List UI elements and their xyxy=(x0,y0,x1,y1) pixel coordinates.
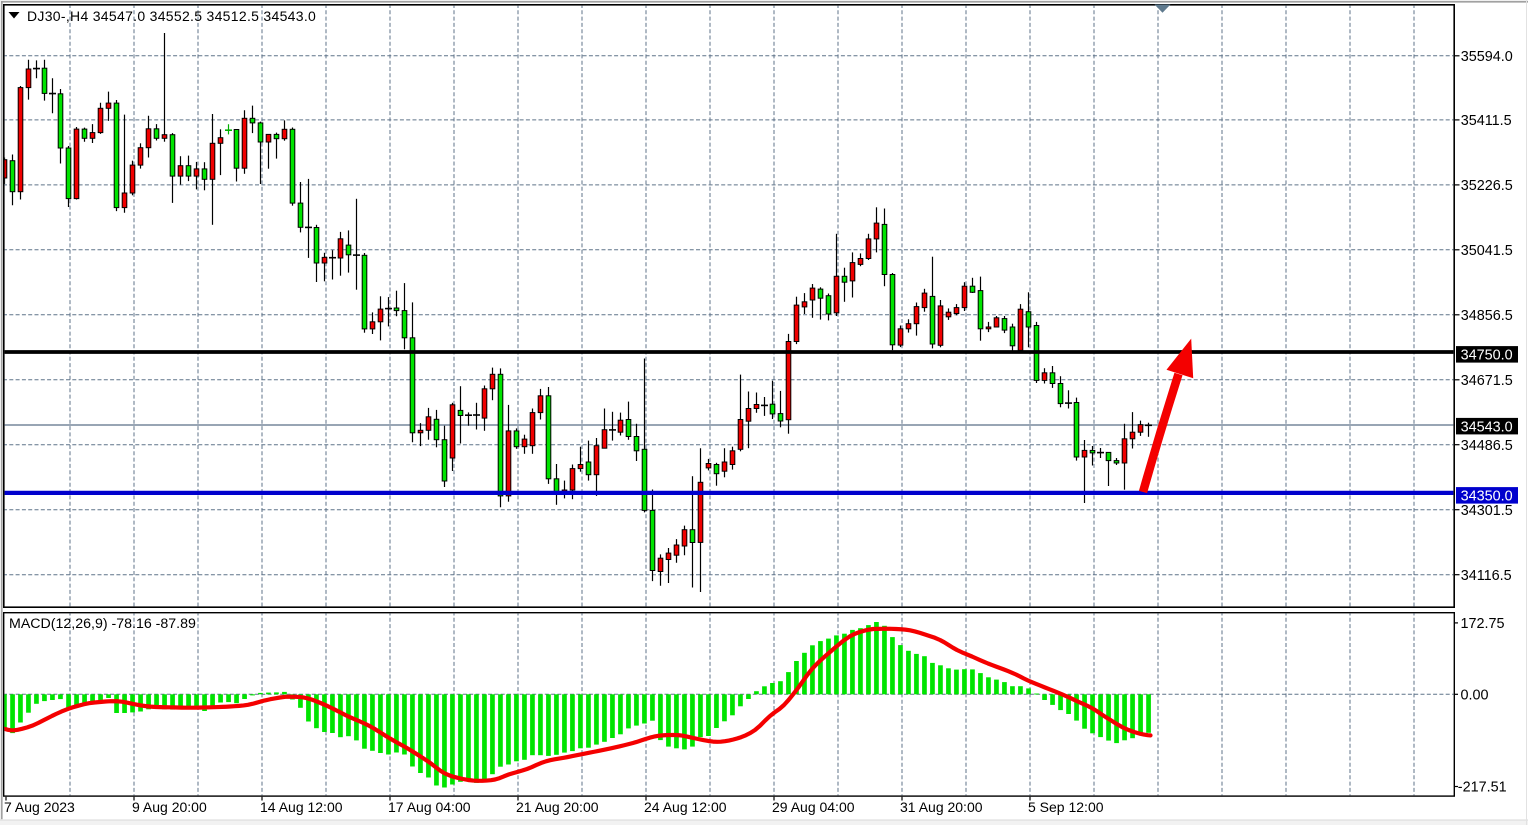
svg-text:34543.0: 34543.0 xyxy=(1461,419,1513,435)
svg-text:14 Aug 12:00: 14 Aug 12:00 xyxy=(260,799,343,815)
svg-text:0.00: 0.00 xyxy=(1461,688,1489,704)
svg-text:DJ30-,H4 34547.0 34552.5 3451: DJ30-,H4 34547.0 34552.5 34512.5 34543.0 xyxy=(27,8,316,24)
svg-text:29 Aug 04:00: 29 Aug 04:00 xyxy=(772,799,855,815)
svg-text:34116.5: 34116.5 xyxy=(1461,568,1512,584)
svg-text:-217.51: -217.51 xyxy=(1458,780,1507,796)
svg-text:34486.5: 34486.5 xyxy=(1461,438,1513,454)
svg-text:MACD(12,26,9) -78.16 -87.89: MACD(12,26,9) -78.16 -87.89 xyxy=(9,616,196,632)
svg-text:35226.5: 35226.5 xyxy=(1461,178,1513,194)
svg-text:35594.0: 35594.0 xyxy=(1461,49,1513,65)
svg-text:34750.0: 34750.0 xyxy=(1461,348,1513,364)
svg-text:9 Aug 20:00: 9 Aug 20:00 xyxy=(132,799,207,815)
svg-text:34301.5: 34301.5 xyxy=(1461,503,1513,519)
svg-text:17 Aug 04:00: 17 Aug 04:00 xyxy=(388,799,471,815)
svg-text:35411.5: 35411.5 xyxy=(1461,113,1512,129)
svg-text:21 Aug 20:00: 21 Aug 20:00 xyxy=(516,799,599,815)
svg-text:34350.0: 34350.0 xyxy=(1461,489,1513,505)
svg-text:5 Sep 12:00: 5 Sep 12:00 xyxy=(1028,799,1104,815)
svg-text:31 Aug 20:00: 31 Aug 20:00 xyxy=(900,799,983,815)
svg-text:7 Aug 2023: 7 Aug 2023 xyxy=(4,799,75,815)
svg-text:34856.5: 34856.5 xyxy=(1461,308,1513,324)
svg-text:35041.5: 35041.5 xyxy=(1461,243,1513,259)
svg-text:172.75: 172.75 xyxy=(1461,616,1505,632)
svg-text:34671.5: 34671.5 xyxy=(1461,373,1513,389)
svg-text:24 Aug 12:00: 24 Aug 12:00 xyxy=(644,799,727,815)
